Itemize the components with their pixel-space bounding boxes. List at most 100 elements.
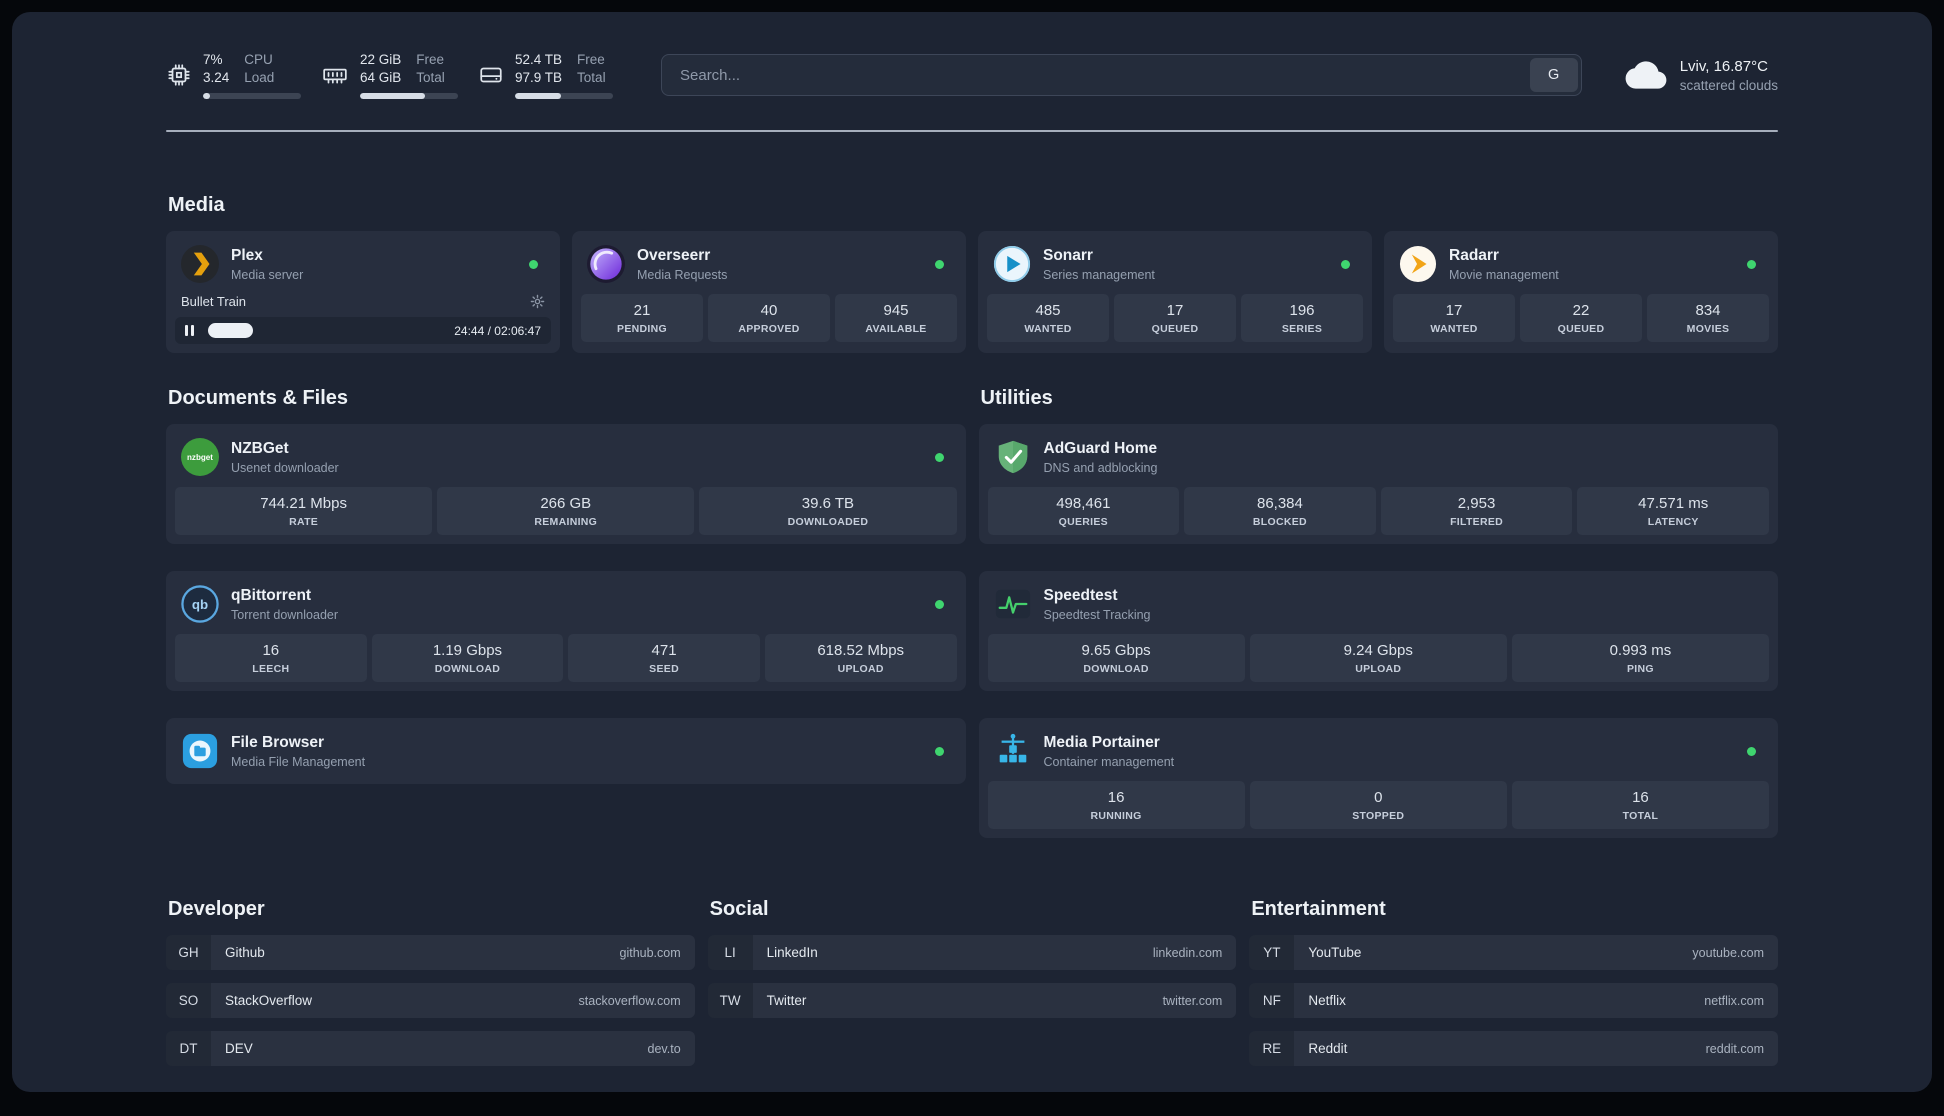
overseerr-icon (587, 245, 625, 283)
cpu-load-label: Load (244, 70, 275, 85)
stat-box: 9.65 Gbps DOWNLOAD (987, 634, 1245, 682)
bookmark-twitter[interactable]: TW Twitter twitter.com (707, 983, 1237, 1018)
plex-icon (181, 245, 219, 283)
service-card-adguard[interactable]: AdGuard Home DNS and adblocking 498,461 … (978, 424, 1778, 544)
service-card-overseerr[interactable]: Overseerr Media Requests 21 PENDING 40 A… (572, 231, 966, 353)
service-name: Media Portainer (1043, 733, 1160, 751)
cpu-widget: 7% 3.24 CPU Load (166, 51, 301, 99)
portainer-icon (994, 732, 1032, 770)
stat-box: 17 WANTED (1393, 294, 1515, 342)
service-name: Speedtest (1043, 586, 1118, 604)
memory-icon (321, 62, 349, 88)
stat-box: 0 STOPPED (1249, 781, 1507, 829)
section-utilities: Utilities AdGuard Home (978, 387, 1778, 838)
stat-value: 16 (262, 642, 280, 659)
bookmark-dev[interactable]: DT DEV dev.to (166, 1031, 695, 1066)
status-indicator (935, 259, 944, 269)
qbittorrent-icon-text: qb (192, 597, 208, 612)
stat-box: 834 MOVIES (1647, 294, 1769, 342)
weather-location: Lviv, 16.87°C (1679, 57, 1768, 75)
bookmark-name: YouTube (1308, 945, 1362, 960)
stat-label: PING (1626, 663, 1654, 675)
plex-player-bar: 24:44 / 02:06:47 (175, 317, 551, 344)
service-card-plex[interactable]: Plex Media server Bullet Train (166, 231, 560, 353)
stat-value: 16 (1632, 789, 1649, 806)
service-card-qbittorrent[interactable]: qb qBittorrent Torrent downloader 16 LEE… (166, 571, 966, 691)
top-bar: 7% 3.24 CPU Load (166, 42, 1778, 108)
bookmark-github[interactable]: GH Github github.com (166, 935, 695, 970)
weather-widget: Lviv, 16.87°C scattered clouds (1624, 58, 1778, 93)
section-developer: Developer GH Github github.com SO StackO… (166, 898, 695, 1066)
disk-widget: 52.4 TB 97.9 TB Free Total (478, 51, 613, 99)
memory-free-label: Free (416, 52, 445, 68)
filebrowser-icon (181, 732, 219, 770)
stat-label: REMAINING (534, 516, 598, 528)
memory-progress-fill (360, 92, 425, 99)
stat-value: 17 (1166, 302, 1184, 319)
cpu-progress-bar (203, 92, 301, 99)
stat-box: 471 SEED (568, 634, 760, 682)
bookmark-stackoverflow[interactable]: SO StackOverflow stackoverflow.com (166, 983, 695, 1018)
memory-widget: 22 GiB 64 GiB Free Total (321, 51, 458, 99)
pause-icon[interactable] (185, 325, 194, 336)
disk-icon (478, 62, 504, 88)
section-entertainment: Entertainment YT YouTube youtube.com NF … (1249, 898, 1778, 1066)
radarr-icon (1399, 245, 1437, 283)
service-description: Media server (231, 267, 304, 282)
stat-box: 17 QUEUED (1114, 294, 1236, 342)
search-input[interactable] (678, 65, 1530, 85)
service-card-speedtest[interactable]: Speedtest Speedtest Tracking 9.65 Gbps D… (978, 571, 1778, 691)
stat-value: 1.19 Gbps (432, 642, 503, 659)
bookmark-name: StackOverflow (225, 993, 313, 1008)
bookmark-url: twitter.com (1162, 993, 1223, 1008)
section-media: Media Plex Media server (166, 194, 1778, 353)
bookmark-abbr: DT (166, 1031, 211, 1066)
memory-progress-bar (360, 92, 458, 99)
cpu-stats: 7% 3.24 CPU Load (203, 51, 301, 99)
stat-value: 86,384 (1256, 495, 1303, 512)
section-documents: Documents & Files nzbget NZBGet U (166, 387, 966, 838)
bookmark-abbr: YT (1249, 935, 1295, 970)
stat-value: 266 GB (540, 495, 592, 512)
stat-box: 40 APPROVED (708, 294, 830, 342)
stat-box: 0.993 ms PING (1511, 634, 1770, 682)
stat-label: SEED (649, 663, 679, 675)
service-card-portainer[interactable]: Media Portainer Container management 16 … (978, 718, 1778, 838)
bookmark-netflix[interactable]: NF Netflix netflix.com (1249, 983, 1778, 1018)
disk-stats: 52.4 TB 97.9 TB Free Total (515, 51, 613, 99)
service-description: Movie management (1449, 267, 1559, 282)
service-name: qBittorrent (231, 586, 312, 604)
service-name: NZBGet (231, 439, 289, 457)
playback-time: 24:44 / 02:06:47 (454, 323, 541, 338)
bookmark-youtube[interactable]: YT YouTube youtube.com (1249, 935, 1778, 970)
disk-free-label: Free (577, 52, 605, 68)
search-provider-button[interactable]: G (1529, 58, 1578, 92)
stat-label: UPLOAD (837, 663, 884, 675)
stat-label: DOWNLOAD (434, 663, 501, 675)
bookmark-url: reddit.com (1705, 1041, 1764, 1056)
service-card-filebrowser[interactable]: File Browser Media File Management (166, 718, 966, 784)
section-title-entertainment: Entertainment (1251, 898, 1386, 920)
memory-free-value: 22 GiB (360, 52, 402, 68)
stat-box: 485 WANTED (987, 294, 1109, 342)
service-name: AdGuard Home (1043, 439, 1158, 457)
service-description: Container management (1043, 754, 1175, 769)
disk-free-value: 52.4 TB (515, 52, 563, 68)
service-card-sonarr[interactable]: Sonarr Series management 485 WANTED 17 Q… (978, 231, 1372, 353)
cpu-percent: 7% (203, 52, 223, 68)
service-card-nzbget[interactable]: nzbget NZBGet Usenet downloader 744.21 M… (166, 424, 966, 544)
service-card-radarr[interactable]: Radarr Movie management 17 WANTED 22 QUE… (1384, 231, 1778, 353)
widget-settings-icon[interactable] (530, 294, 545, 309)
stat-label: RATE (289, 516, 319, 528)
service-name: Sonarr (1043, 246, 1093, 264)
bookmark-name: LinkedIn (766, 945, 818, 960)
stat-label: QUEUED (1151, 323, 1199, 335)
bookmark-reddit[interactable]: RE Reddit reddit.com (1249, 1031, 1778, 1066)
stat-box: 618.52 Mbps UPLOAD (764, 634, 957, 682)
now-playing-title: Bullet Train (181, 294, 247, 309)
stat-value: 16 (1107, 789, 1125, 806)
service-name: Plex (231, 246, 263, 264)
status-indicator (529, 259, 538, 269)
bookmark-linkedin[interactable]: LI LinkedIn linkedin.com (707, 935, 1237, 970)
stat-box: 266 GB REMAINING (437, 487, 695, 535)
